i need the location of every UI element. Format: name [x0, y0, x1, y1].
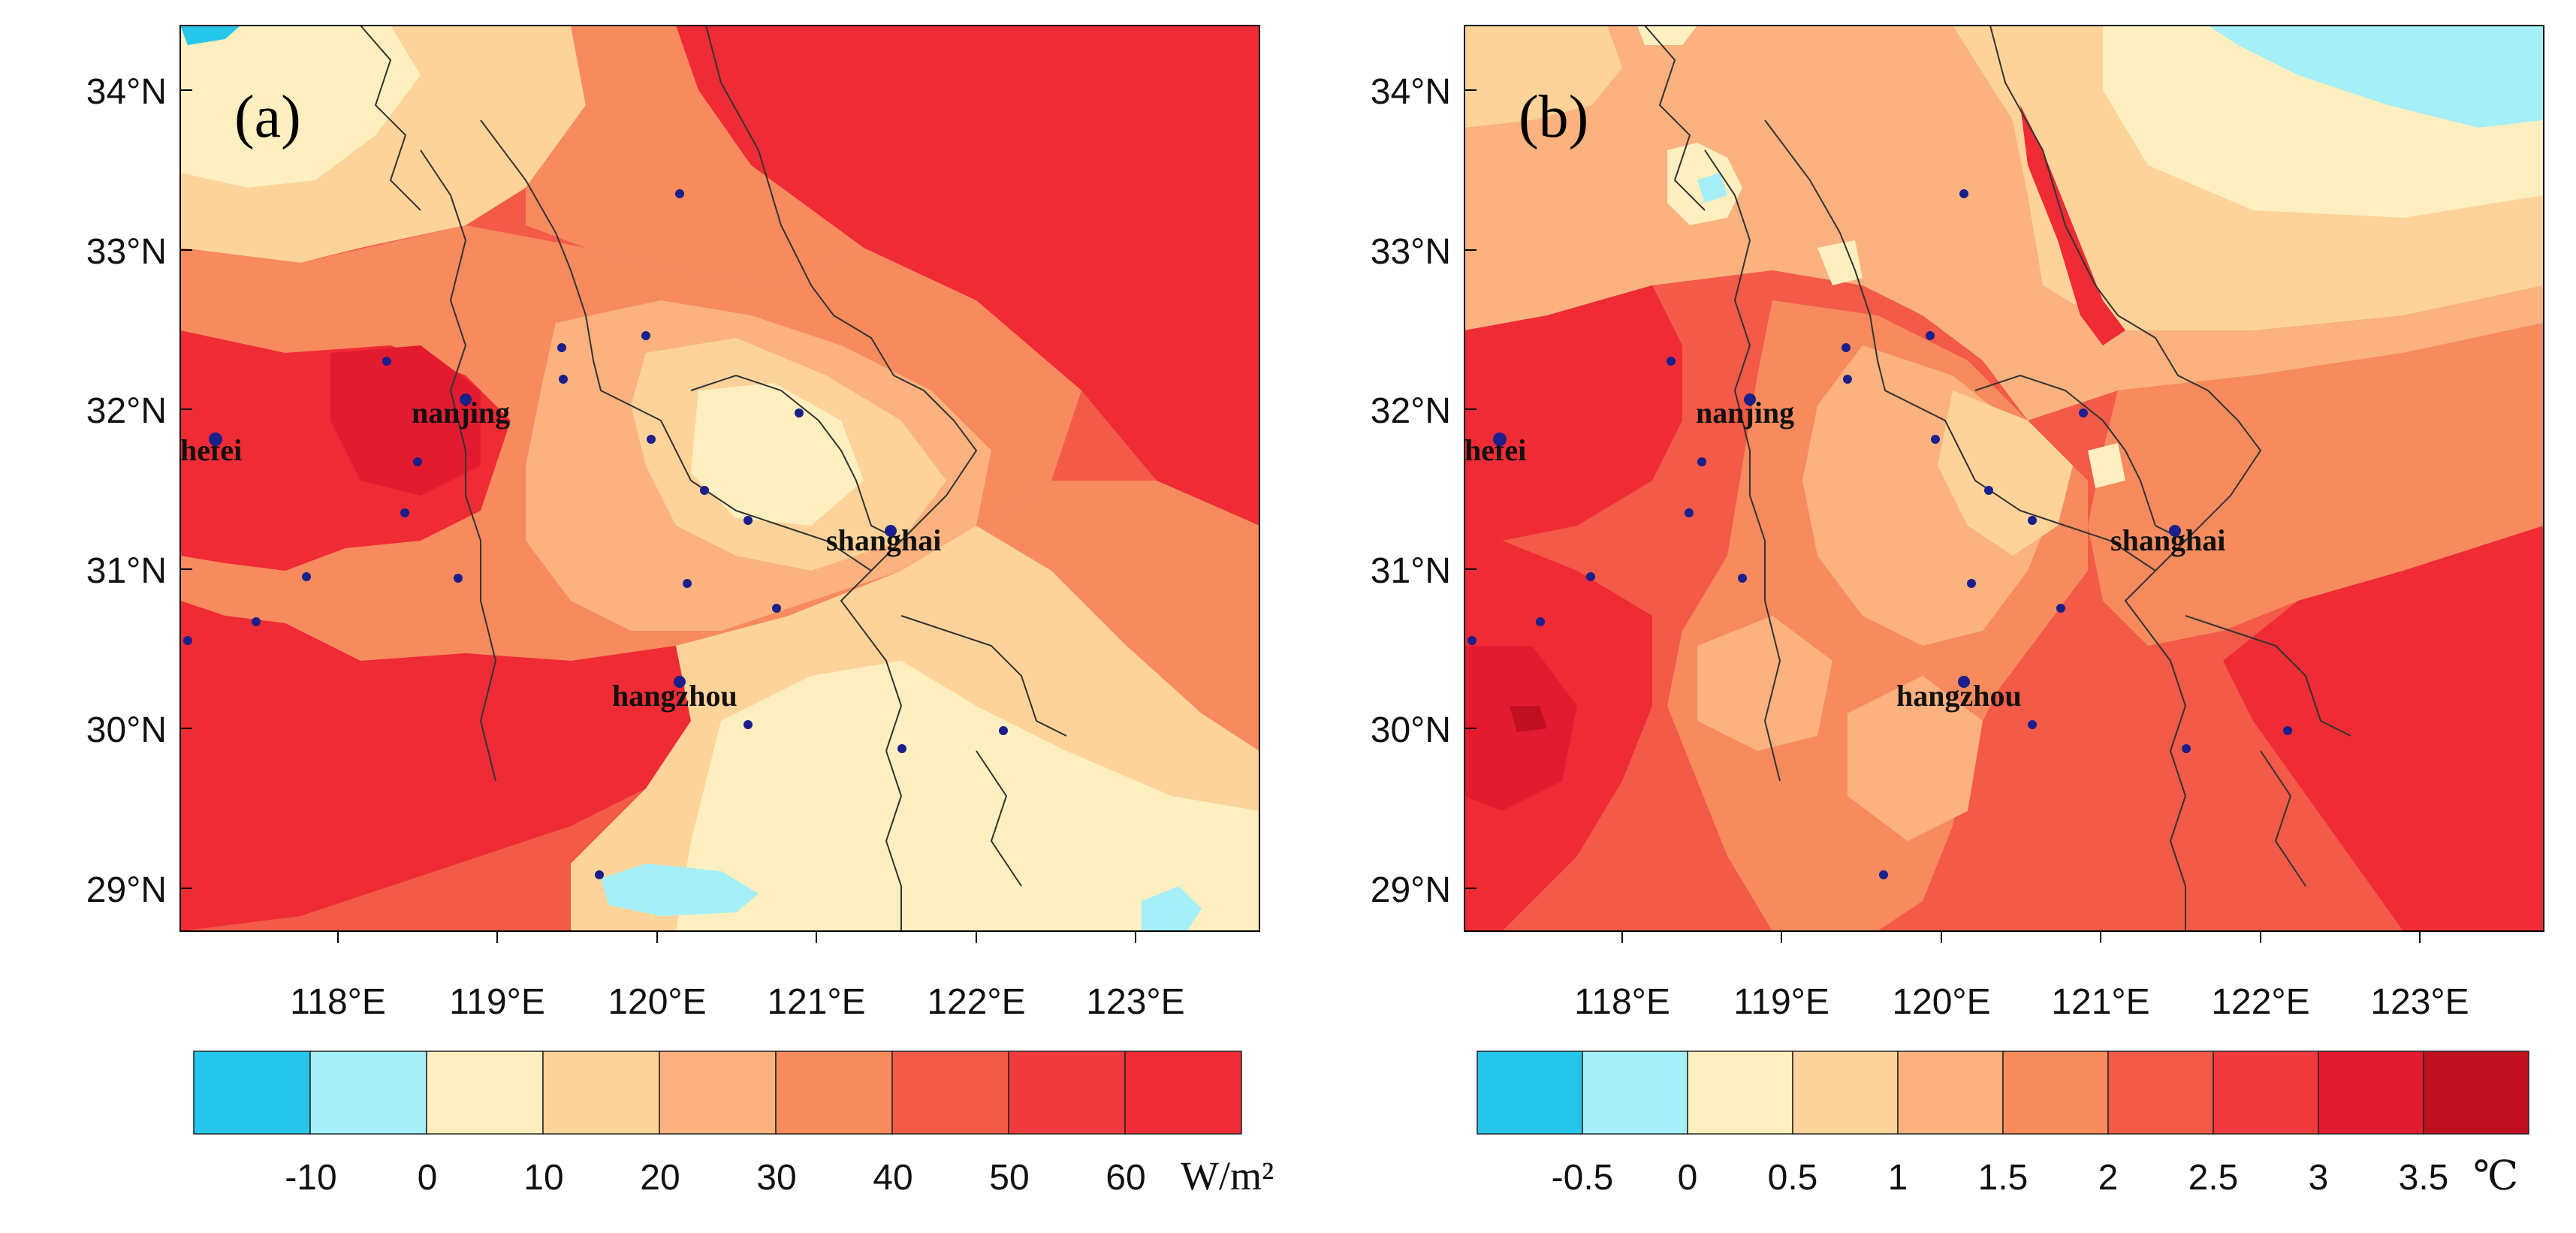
- colorbar-a-swatch: [193, 1051, 311, 1135]
- colorbar-b-swatch: [1897, 1051, 2004, 1135]
- colorbar-a-swatch: [542, 1051, 660, 1135]
- colorbar-a-swatch: [891, 1051, 1009, 1135]
- panel-b-lon-tick: 118°E: [1574, 982, 1670, 1022]
- colorbar-b-label: 3.5: [2399, 1158, 2449, 1198]
- colorbar-a-swatch: [426, 1051, 544, 1135]
- colorbar-b-label: 3: [2309, 1158, 2329, 1198]
- panel-a-lat-axis: 34°N 33°N 32°N 31°N 30°N 29°N: [86, 72, 192, 910]
- colorbar-a-labels: -10 0 10 20 30 40 50 60 W/m²: [285, 1153, 1274, 1198]
- colorbar-b-label: 2.5: [2188, 1158, 2239, 1198]
- panel-a-frame: [179, 25, 1260, 932]
- colorbar-a-label: 40: [873, 1158, 912, 1198]
- panel-b-lon-tick: 120°E: [1892, 982, 1990, 1022]
- colorbar-a-label: 20: [640, 1158, 680, 1198]
- panel-b-lon-tick: 122°E: [2211, 982, 2309, 1022]
- colorbar-b-swatch: [1582, 1051, 1688, 1135]
- panel-b-frame: [1464, 25, 2544, 932]
- colorbar-b-labels: -0.5 0 0.5 1 1.5 2 2.5 3 3.5 ℃: [1552, 1153, 2519, 1198]
- panel-a-lon-tick: 122°E: [927, 982, 1025, 1022]
- colorbar-b: [1477, 1051, 2529, 1135]
- colorbar-b-unit: ℃: [2473, 1153, 2518, 1198]
- panel-b-lon-tick: 121°E: [2051, 982, 2149, 1022]
- panel-b-lat-tick: 30°N: [1371, 710, 1451, 750]
- colorbar-b-label: 0: [1678, 1158, 1698, 1198]
- colorbar-a-swatch: [775, 1051, 893, 1135]
- panel-b-lat-axis: 34°N 33°N 32°N 31°N 30°N 29°N: [1371, 72, 1477, 910]
- panel-b-label: (b): [1519, 84, 1588, 150]
- colorbar-a-label: 60: [1106, 1158, 1145, 1198]
- panel-b-lon-axis: 118°E 119°E 120°E 121°E 122°E 123°E: [1574, 931, 2469, 1022]
- panel-a-label: (a): [234, 84, 301, 150]
- panel-a-field: [180, 26, 1259, 931]
- panel-b-lon-tick: 119°E: [1733, 982, 1829, 1022]
- colorbar-a-swatch: [659, 1051, 777, 1135]
- panel-a-lon-tick: 118°E: [290, 982, 386, 1022]
- colorbar-a-label: 0: [418, 1158, 438, 1198]
- panel-b-field: [1464, 26, 2544, 931]
- panel-b-map: (b) 34°N 33°N 32°N 31°N 30°N 29°N 118°E …: [1371, 25, 2544, 1022]
- colorbar-a-swatch: [1008, 1051, 1126, 1135]
- panel-a-lon-tick: 121°E: [767, 982, 865, 1022]
- panel-b-lat-tick: 34°N: [1371, 72, 1451, 112]
- panel-b-lat-tick: 32°N: [1371, 391, 1451, 431]
- colorbar-a-swatch: [1124, 1051, 1242, 1135]
- colorbar-b-swatch: [2213, 1051, 2319, 1135]
- colorbar-b-label: -0.5: [1552, 1158, 1614, 1198]
- colorbar-b-swatch: [1687, 1051, 1793, 1135]
- panel-b-lat-tick: 29°N: [1371, 870, 1451, 910]
- colorbar-a-unit: W/m²: [1181, 1153, 1274, 1198]
- colorbar-a-label: 30: [756, 1158, 796, 1198]
- panel-b-sites: [1467, 189, 2292, 879]
- colorbar-b-label: 1: [1888, 1158, 1908, 1198]
- panel-a-lat-tick: 31°N: [86, 551, 167, 591]
- colorbar-b-label: 0.5: [1768, 1158, 1818, 1198]
- panel-b-lon-tick: 123°E: [2370, 982, 2469, 1022]
- colorbar-a-label: -10: [285, 1158, 336, 1198]
- panel-b-lat-tick: 33°N: [1371, 232, 1451, 272]
- colorbar-b-swatch: [2107, 1051, 2214, 1135]
- colorbar-a: [193, 1051, 1242, 1135]
- panel-a-lon-axis: 118°E 119°E 120°E 121°E 122°E 123°E: [290, 931, 1185, 1022]
- colorbar-b-label: 2: [2098, 1158, 2119, 1198]
- colorbar-a-swatch: [309, 1051, 427, 1135]
- colorbar-a-label: 50: [989, 1158, 1029, 1198]
- panel-a-lat-tick: 34°N: [86, 72, 167, 112]
- panel-a-lat-tick: 32°N: [86, 391, 167, 431]
- panel-a-sites: [183, 189, 1008, 879]
- panel-a-lat-tick: 33°N: [86, 232, 167, 272]
- panel-a-lon-tick: 123°E: [1086, 982, 1184, 1022]
- panel-a-lat-tick: 29°N: [86, 870, 167, 910]
- panel-a-lat-tick: 30°N: [86, 710, 167, 750]
- panel-a-map: (a) 34°N 33°N 32°N 31°N 30°N 29°N 118°E …: [86, 25, 1260, 1022]
- panel-a-lon-tick: 119°E: [449, 982, 545, 1022]
- colorbar-b-swatch: [2423, 1051, 2529, 1135]
- colorbar-a-label: 10: [523, 1158, 563, 1198]
- city-label-shanghai: shanghai: [2110, 523, 2225, 557]
- panel-b-lat-tick: 31°N: [1371, 551, 1451, 591]
- colorbar-b-swatch: [1477, 1051, 1583, 1135]
- panel-a-lon-tick: 120°E: [608, 982, 706, 1022]
- colorbar-b-swatch: [1792, 1051, 1899, 1135]
- city-label-shanghai: shanghai: [826, 523, 941, 557]
- colorbar-b-swatch: [2318, 1051, 2424, 1135]
- colorbar-b-label: 1.5: [1978, 1158, 2029, 1198]
- colorbar-b-swatch: [2002, 1051, 2109, 1135]
